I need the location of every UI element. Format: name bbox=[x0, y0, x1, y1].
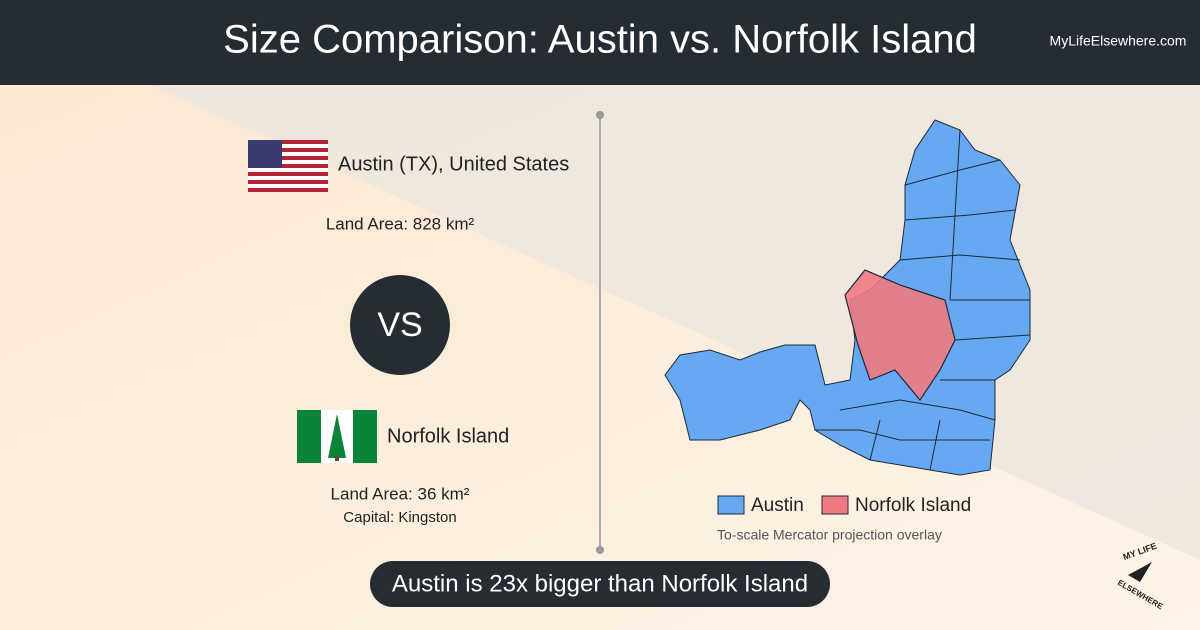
legend-swatch-austin bbox=[717, 495, 745, 515]
summary-pill bbox=[370, 561, 830, 607]
divider-end bbox=[596, 111, 604, 119]
summary: Austin is 23x bigger than Norfolk Island bbox=[392, 570, 808, 597]
site-name: MyLifeElsewhere.com bbox=[1050, 33, 1187, 49]
title: Size Comparison: Austin vs. Norfolk Isla… bbox=[223, 18, 977, 62]
legend-label: Austin bbox=[751, 495, 804, 516]
vs-circle bbox=[350, 275, 450, 375]
vs-label: VS bbox=[377, 306, 422, 344]
austin-districts bbox=[815, 129, 1031, 471]
header-bar bbox=[0, 0, 1200, 85]
legend-swatch-norfolk bbox=[821, 495, 849, 515]
first-area: Land Area: 828 km² bbox=[326, 214, 475, 233]
second-capital: Capital: Kingston bbox=[343, 509, 456, 526]
first-name: Austin (TX), United States bbox=[338, 153, 569, 175]
second-name: Norfolk Island bbox=[387, 425, 509, 447]
austin-shape bbox=[664, 119, 1031, 476]
legend-label: Norfolk Island bbox=[855, 495, 971, 516]
norfolk-flag bbox=[297, 410, 377, 463]
legend-note: To-scale Mercator projection overlay bbox=[717, 527, 942, 543]
divider-end bbox=[596, 546, 604, 554]
second-area: Land Area: 36 km² bbox=[331, 484, 470, 503]
norfolk-shape bbox=[844, 269, 956, 402]
us-flag bbox=[248, 140, 328, 192]
